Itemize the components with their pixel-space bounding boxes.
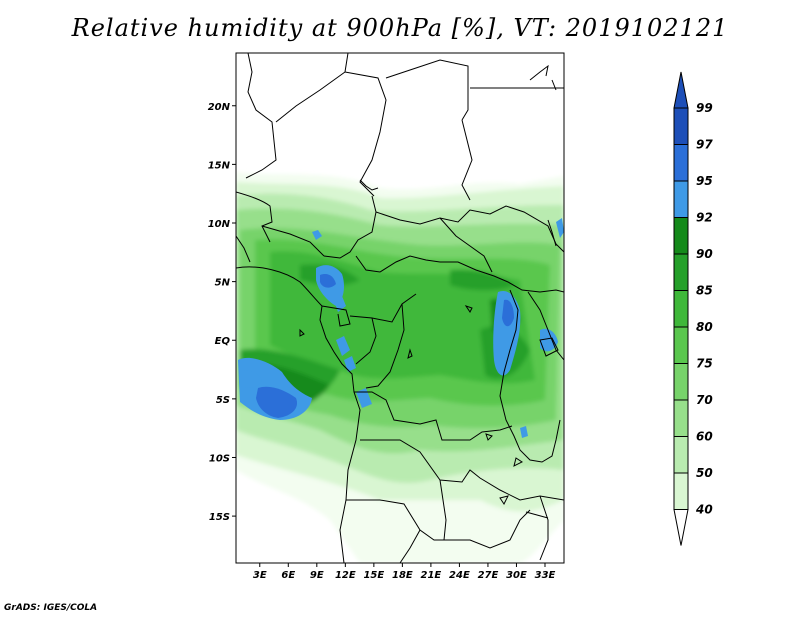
lat-tick-label: 5N — [215, 278, 231, 289]
colorbar-label: 80 — [696, 320, 713, 334]
colorbar-label: 90 — [696, 247, 713, 261]
colorbar-segment — [673, 107, 689, 145]
country-boundaries — [236, 53, 564, 563]
lat-tick-label: 10N — [208, 219, 231, 230]
colorbar-segment — [673, 180, 689, 218]
colorbar-segment — [673, 290, 689, 328]
colorbar-label: 85 — [696, 284, 713, 298]
colorbar-label: 60 — [696, 430, 713, 444]
colorbar-segment — [673, 363, 689, 401]
longitude-axis: 3E 6E 9E 12E 15E 18E 21E 24E 27E 30E 33E — [253, 563, 556, 581]
lon-tick-label: 6E — [281, 570, 295, 581]
lon-tick-label: 27E — [478, 570, 499, 581]
lon-tick-label: 21E — [421, 570, 442, 581]
lon-tick-label: 12E — [335, 570, 356, 581]
colorbar-segment — [673, 253, 689, 291]
colorbar-segment — [673, 217, 689, 255]
lat-tick-label: EQ — [215, 336, 231, 347]
map-frame — [235, 52, 565, 564]
lat-tick-label: 20N — [208, 102, 231, 113]
colorbar-segment — [673, 144, 689, 182]
colorbar: 99 97 95 92 90 85 80 75 70 60 50 40 — [673, 71, 713, 546]
colorbar-label: 97 — [696, 138, 713, 152]
map-title: Relative humidity at 900hPa [%], VT: 201… — [71, 14, 729, 42]
colorbar-label: 70 — [696, 393, 713, 407]
lon-tick-label: 18E — [392, 570, 413, 581]
colorbar-min-triangle — [673, 509, 689, 546]
colorbar-segment — [673, 326, 689, 364]
colorbar-label: 99 — [696, 101, 713, 115]
lon-tick-label: 30E — [506, 570, 527, 581]
colorbar-segment — [673, 399, 689, 437]
lon-tick-label: 9E — [310, 570, 324, 581]
colorbar-label: 50 — [696, 466, 713, 480]
lon-tick-label: 33E — [535, 570, 556, 581]
lat-tick-label: 5S — [216, 395, 230, 406]
colorbar-segment — [673, 436, 689, 474]
colorbar-segment — [673, 472, 689, 510]
lat-tick-label: 15N — [208, 160, 231, 171]
colorbar-label: 92 — [696, 211, 713, 225]
latitude-axis: 20N 15N 10N 5N EQ 5S 10S 15S — [208, 102, 236, 523]
colorbar-label: 95 — [696, 174, 713, 188]
lon-tick-label: 24E — [449, 570, 470, 581]
lat-tick-label: 10S — [209, 453, 230, 464]
lat-tick-label: 15S — [209, 512, 230, 523]
colorbar-max-triangle — [673, 71, 689, 109]
lon-tick-label: 15E — [363, 570, 384, 581]
colorbar-label: 40 — [695, 503, 713, 517]
lon-tick-label: 3E — [253, 570, 267, 581]
colorbar-label: 75 — [696, 357, 713, 371]
credit-label: GrADS: IGES/COLA — [4, 603, 98, 613]
